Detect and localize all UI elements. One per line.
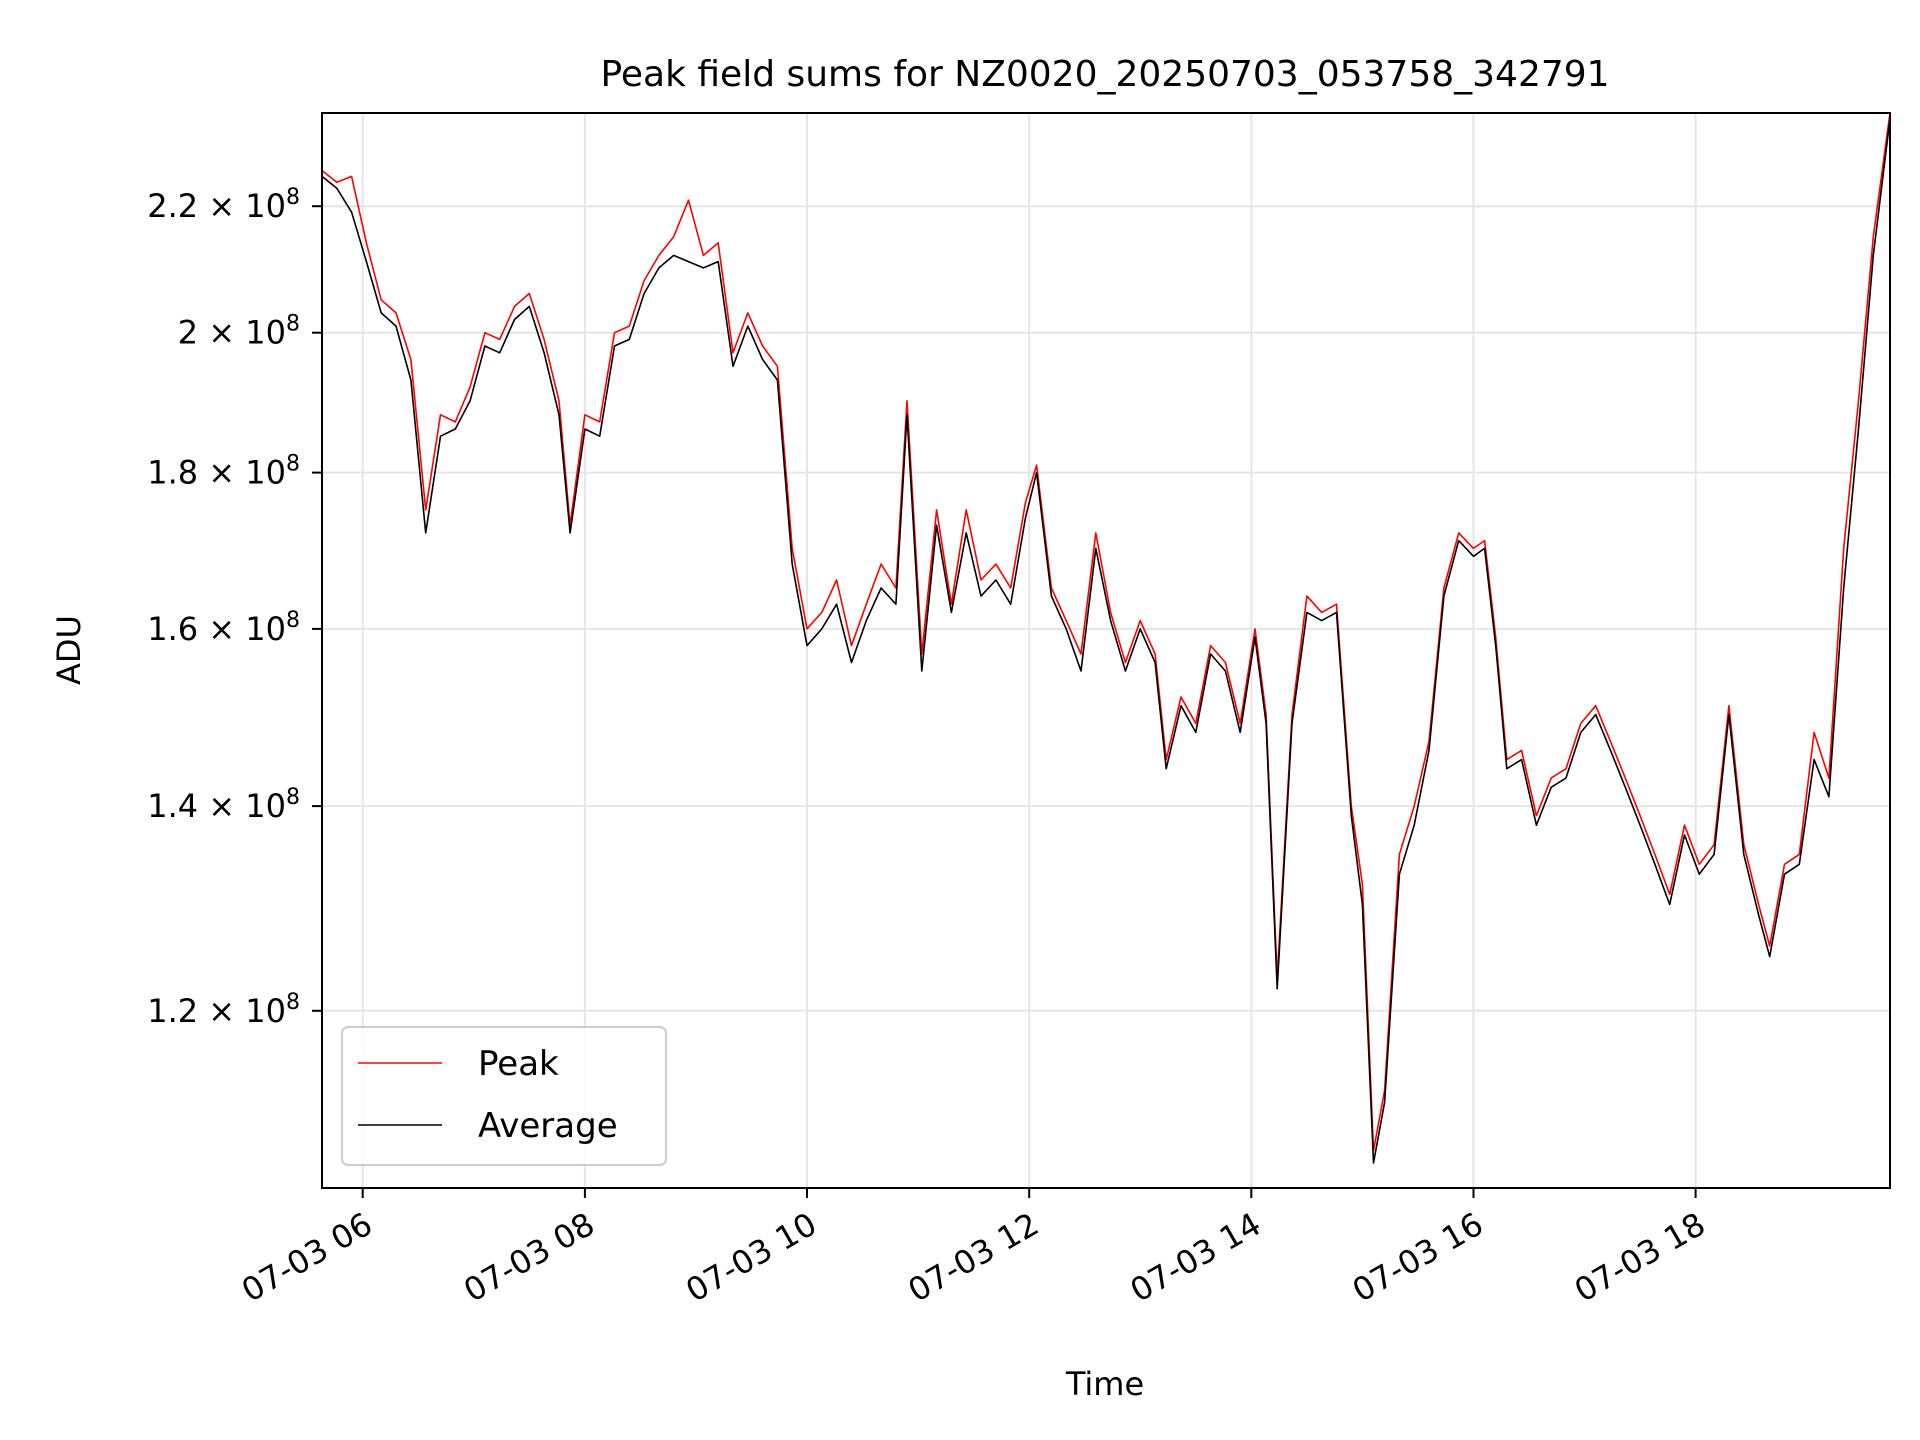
legend: Peak Average (341, 1026, 667, 1166)
y-tick-label: 1.8 × 108 (147, 452, 300, 492)
y-tick-exponent: 8 (286, 990, 300, 1015)
y-tick-exponent: 8 (286, 452, 300, 477)
y-tick-label: 1.4 × 108 (147, 785, 300, 825)
series-layer (321, 112, 1891, 1164)
y-tick-exponent: 8 (286, 185, 300, 210)
y-tick-label: 1.2 × 108 (147, 990, 300, 1030)
series-line-peak (321, 112, 1891, 1152)
legend-label-average: Average (478, 1106, 618, 1146)
chart-title: Peak field sums for NZ0020_20250703_0537… (600, 54, 1609, 95)
y-tick-exponent: 8 (286, 608, 300, 633)
y-axis-label: ADU (50, 615, 88, 685)
y-tick-exponent: 8 (286, 785, 300, 810)
y-tick-label: 2.2 × 108 (147, 185, 300, 225)
y-tick-mantissa: 1.4 × 10 (147, 787, 286, 825)
y-tick-mantissa: 2.2 × 10 (147, 187, 286, 225)
y-tick-mantissa: 1.2 × 10 (147, 992, 286, 1030)
x-axis-label: Time (1065, 1365, 1144, 1403)
series-line-average (321, 118, 1891, 1164)
y-tick-mantissa: 2 × 10 (178, 314, 286, 352)
y-tick-label: 1.6 × 108 (147, 608, 300, 648)
y-tick-label: 2 × 108 (178, 312, 300, 352)
y-tick-exponent: 8 (286, 312, 300, 337)
legend-label-peak: Peak (478, 1044, 559, 1084)
y-tick-mantissa: 1.6 × 10 (147, 610, 286, 648)
y-tick-mantissa: 1.8 × 10 (147, 454, 286, 492)
legend-box (341, 1026, 667, 1166)
plot-frame (321, 112, 1891, 1189)
